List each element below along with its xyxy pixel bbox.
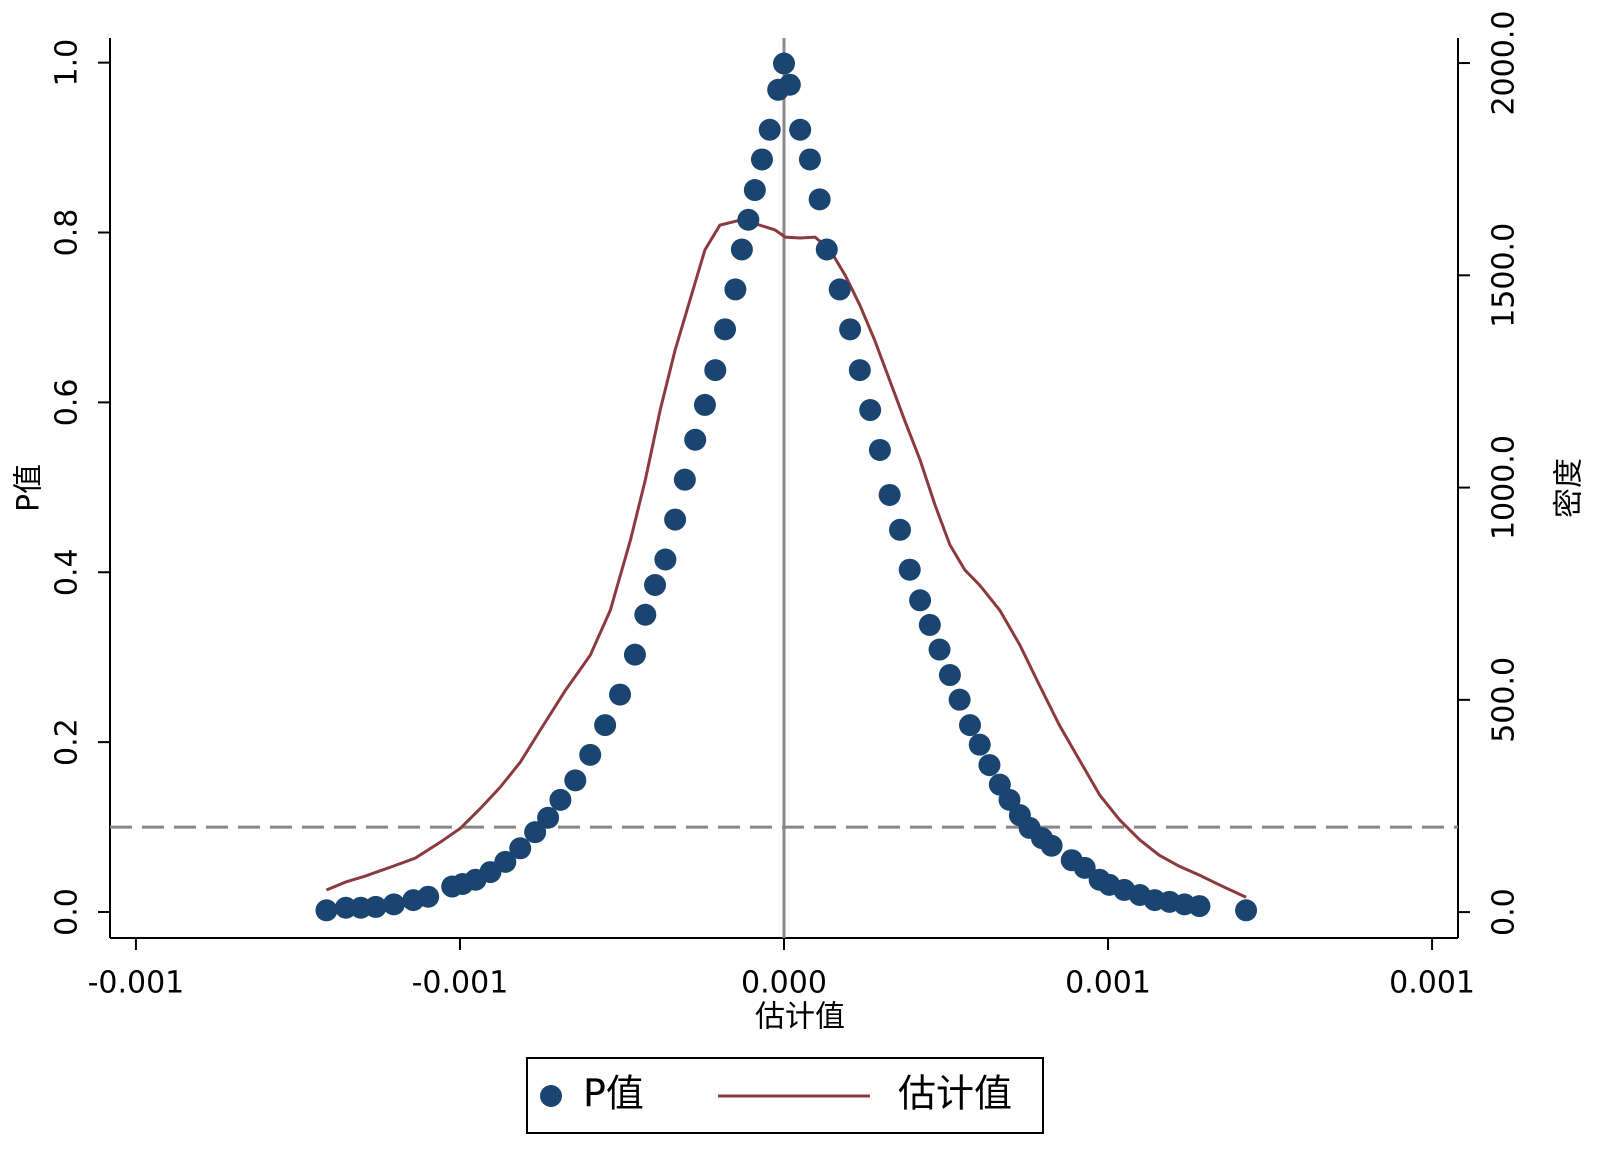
point xyxy=(382,893,405,916)
point xyxy=(868,438,891,461)
y-tick-label: 0.0 xyxy=(50,888,85,936)
point xyxy=(579,743,602,766)
point xyxy=(958,714,981,737)
x-tick-label: -0.001 xyxy=(412,966,509,1001)
point xyxy=(1040,834,1063,857)
point xyxy=(730,238,753,261)
y2-tick-label: 1500.0 xyxy=(1487,223,1522,328)
point xyxy=(743,179,766,202)
point xyxy=(889,518,912,541)
point xyxy=(909,589,932,612)
y-tick-label: 0.8 xyxy=(50,209,85,257)
point xyxy=(693,393,716,416)
point xyxy=(724,278,747,301)
y-tick-label: 0.6 xyxy=(50,379,85,427)
point xyxy=(714,318,737,341)
point xyxy=(623,643,646,666)
y-tick-label: 0.4 xyxy=(50,548,85,596)
point xyxy=(859,399,882,422)
x-tick-label: -0.001 xyxy=(88,966,185,1001)
point xyxy=(609,683,632,706)
point xyxy=(654,548,677,571)
point xyxy=(968,733,991,756)
legend-label: 估计值 xyxy=(898,1072,1012,1116)
point xyxy=(758,118,781,141)
point xyxy=(978,754,1001,777)
point xyxy=(778,73,801,96)
x-tick-label: 0.000 xyxy=(741,966,827,1001)
point xyxy=(808,188,831,211)
point xyxy=(673,468,696,491)
point xyxy=(494,850,517,873)
point xyxy=(918,613,941,636)
point xyxy=(1235,899,1258,922)
point xyxy=(644,573,667,596)
point xyxy=(664,508,687,531)
point xyxy=(773,52,795,75)
point xyxy=(928,638,951,661)
point xyxy=(815,238,838,261)
point xyxy=(798,148,821,171)
point xyxy=(938,664,961,687)
y2-tick-label: 500.0 xyxy=(1487,657,1522,743)
y2-tick-label: 2000.0 xyxy=(1487,11,1522,116)
x-tick-label: 0.001 xyxy=(1389,966,1475,1001)
point xyxy=(704,359,727,382)
point xyxy=(549,788,572,811)
point xyxy=(364,895,387,918)
y-tick-label: 1.0 xyxy=(50,39,85,87)
point xyxy=(848,359,871,382)
x-axis-title: 估计值 xyxy=(755,1000,845,1035)
line xyxy=(325,218,1247,899)
point xyxy=(684,428,707,451)
point xyxy=(737,208,760,231)
point xyxy=(948,688,971,711)
point xyxy=(564,769,587,792)
y2-axis-title: 密度 xyxy=(1552,458,1587,518)
point xyxy=(417,885,440,908)
legend-marker xyxy=(540,1085,562,1107)
y-axis-title: P值 xyxy=(12,464,47,512)
point xyxy=(1073,856,1096,879)
point xyxy=(839,318,862,341)
point xyxy=(1188,895,1211,918)
point xyxy=(634,603,657,626)
point xyxy=(509,837,532,860)
point xyxy=(750,148,773,171)
point xyxy=(537,806,560,829)
point xyxy=(789,118,812,141)
y2-tick-label: 0.0 xyxy=(1487,888,1522,936)
y2-tick-label: 1000.0 xyxy=(1487,435,1522,540)
point xyxy=(898,558,921,581)
point xyxy=(524,821,547,844)
point xyxy=(878,483,901,506)
point xyxy=(315,899,338,922)
y-tick-label: 0.2 xyxy=(50,718,85,766)
point xyxy=(594,714,617,737)
x-tick-label: 0.001 xyxy=(1065,966,1151,1001)
point xyxy=(828,278,851,301)
legend-label: P值 xyxy=(583,1072,644,1116)
